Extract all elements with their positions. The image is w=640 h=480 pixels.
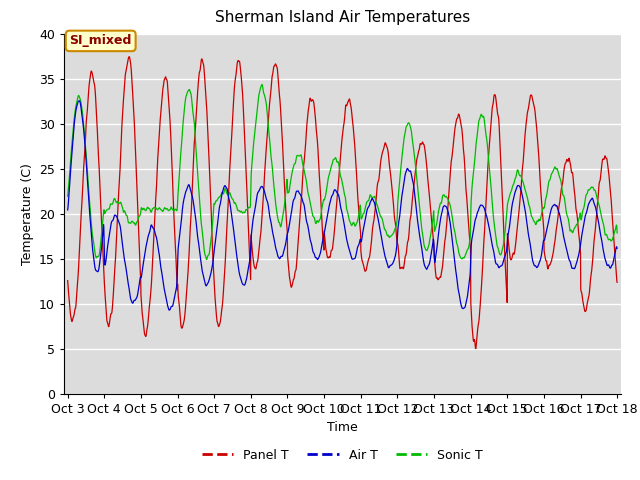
- Text: SI_mixed: SI_mixed: [70, 35, 132, 48]
- Legend: Panel T, Air T, Sonic T: Panel T, Air T, Sonic T: [196, 444, 488, 467]
- X-axis label: Time: Time: [327, 421, 358, 434]
- Y-axis label: Temperature (C): Temperature (C): [20, 163, 33, 264]
- Title: Sherman Island Air Temperatures: Sherman Island Air Temperatures: [215, 11, 470, 25]
